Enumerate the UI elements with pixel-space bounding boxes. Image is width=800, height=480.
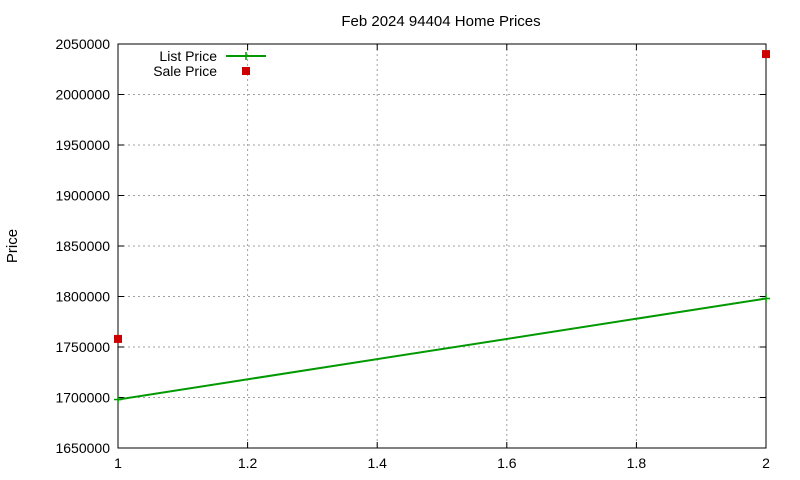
y-tick-label: 2000000 <box>55 87 110 103</box>
y-tick-label: 1700000 <box>55 390 110 406</box>
sale-price-point <box>762 50 770 59</box>
plot-frame <box>117 43 767 449</box>
grid-lines <box>118 44 766 448</box>
y-tick-label: 1850000 <box>55 238 110 254</box>
legend-swatch-sale-price <box>242 67 250 75</box>
legend-label-list-price: List Price <box>159 48 217 64</box>
list-price-point <box>762 294 770 303</box>
y-tick-label: 1950000 <box>55 137 110 153</box>
x-tick-label: 1 <box>114 455 122 471</box>
list-price-line <box>117 297 767 401</box>
y-tick-label: 1750000 <box>55 339 110 355</box>
sale-price-point <box>114 334 122 343</box>
x-tick-label: 1.6 <box>497 455 517 471</box>
x-tick-label: 2 <box>762 455 770 471</box>
y-tick-label: 1900000 <box>55 188 110 204</box>
y-tick-label: 1800000 <box>55 289 110 305</box>
y-axis-label: Price <box>4 229 21 263</box>
x-tick-label: 1.8 <box>627 455 647 471</box>
axis-ticks: 1650000 1700000 1750000 1800000 1850000 19000… <box>55 36 770 471</box>
chart-title: Feb 2024 94404 Home Prices <box>341 13 540 30</box>
x-tick-label: 1.4 <box>367 455 387 471</box>
series-layer <box>114 50 770 404</box>
legend-label-sale-price: Sale Price <box>153 63 217 79</box>
y-tick-label: 2050000 <box>55 36 110 52</box>
x-tick-label: 1.2 <box>238 455 258 471</box>
legend-marker-list-price <box>242 52 250 60</box>
y-tick-label: 1650000 <box>55 440 110 456</box>
list-price-point <box>114 395 122 404</box>
